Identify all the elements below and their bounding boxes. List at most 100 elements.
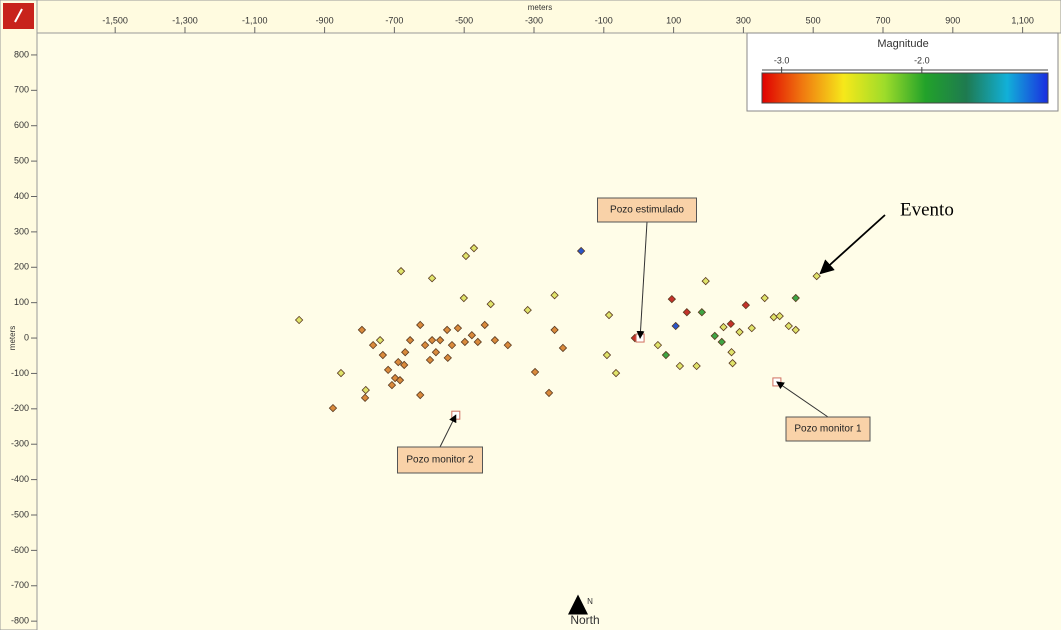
event-marker [661,350,671,360]
colorbar-title: Magnitude [877,38,928,50]
event-marker [727,348,736,357]
event-marker [747,323,756,333]
x-tick-label: 1,100 [1011,15,1034,25]
event-marker [368,340,378,350]
event-marker [784,321,793,331]
event-marker [447,340,457,350]
event-marker [480,320,489,330]
compass-letter: N [587,597,593,606]
x-tick-label: -300 [525,15,543,25]
event-marker [682,308,692,317]
x-tick-label: -700 [385,15,403,25]
event-marker [383,365,393,375]
colorbar-gradient [761,72,1049,104]
x-tick-label: 700 [875,15,890,25]
event-marker [735,327,744,337]
callout-label: Pozo monitor 1 [794,424,862,435]
event-marker [710,331,719,341]
event-marker [420,340,430,350]
x-ruler [0,0,1061,34]
y-tick-label: 600 [14,120,29,130]
event-marker [697,308,707,317]
event-marker [760,293,769,303]
compass-label: North [570,613,599,627]
x-tick-label: -1,500 [102,15,128,25]
y-tick-label: -700 [11,580,29,590]
event-marker [653,340,663,350]
y-tick-label: 400 [14,191,29,201]
event-marker [453,323,463,333]
colorbar-tick-label: -3.0 [774,55,790,65]
y-tick-label: 500 [14,155,29,165]
callout-arrow [819,214,886,275]
event-marker [812,271,821,281]
event-marker [775,311,784,321]
event-marker [427,336,437,345]
y-tick-label: -300 [11,439,29,449]
y-tick-label: 0 [24,332,29,342]
x-tick-label: -900 [316,15,334,25]
x-tick-label: 500 [806,15,821,25]
event-marker [460,337,470,347]
event-marker [604,310,614,320]
y-tick-label: -500 [11,509,29,519]
y-tick-label: 200 [14,262,29,272]
callout-label: Pozo monitor 2 [406,455,474,466]
event-marker [558,343,568,353]
callout-label: Evento [900,199,954,220]
event-marker [530,367,540,377]
event-marker [435,336,445,345]
callout-box [785,416,871,442]
event-marker [503,340,512,350]
event-marker [294,315,304,325]
event-marker [791,293,800,303]
event-marker [602,350,612,360]
callout-box [397,446,483,474]
event-marker [550,325,559,335]
y-tick-label: -600 [11,545,29,555]
event-marker [523,305,532,315]
event-marker [473,337,482,347]
event-marker [741,300,751,310]
event-marker [667,294,677,304]
callout-line [636,221,648,340]
event-marker [469,243,479,253]
event-marker [396,266,406,276]
event-marker [405,336,415,345]
y-tick-label: 300 [14,226,29,236]
y-axis-title: meters [8,326,17,350]
y-tick-label: -200 [11,403,29,413]
event-marker [442,325,452,335]
event-marker [576,246,586,256]
event-marker [443,353,452,363]
event-marker [467,331,477,340]
event-marker [431,348,441,357]
event-marker [378,350,388,360]
event-marker [726,319,736,329]
y-tick-label: 800 [14,49,29,59]
event-marker [671,321,680,331]
event-marker [461,251,471,261]
event-marker [336,368,346,378]
event-marker [387,380,397,390]
event-marker [728,359,737,368]
x-axis-title: meters [528,3,552,12]
y-tick-label: 700 [14,85,29,95]
y-ruler [0,0,38,630]
event-marker [425,355,435,365]
event-marker [416,390,425,400]
event-marker [459,293,469,303]
event-marker [390,373,400,383]
event-marker [701,276,710,286]
event-marker [427,274,437,283]
callout-line [776,381,829,418]
event-marker [394,357,403,367]
event-marker [375,336,385,345]
x-tick-label: -500 [455,15,473,25]
callout-label: Pozo estimulado [610,205,684,216]
event-marker [416,320,425,330]
event-marker [360,393,370,403]
event-marker [395,375,405,385]
event-marker [791,325,800,335]
